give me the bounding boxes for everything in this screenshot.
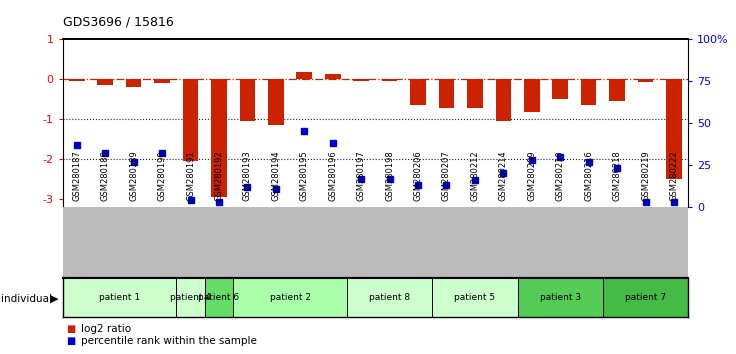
Bar	[297, 72, 312, 79]
Bar	[432, 278, 517, 317]
Text: GDS3696 / 15816: GDS3696 / 15816	[63, 16, 173, 29]
Text: individual: individual	[1, 294, 52, 304]
Bar	[467, 79, 483, 108]
Bar	[211, 79, 227, 197]
Text: patient 2: patient 2	[269, 293, 311, 302]
Bar	[666, 79, 682, 179]
Text: ■: ■	[66, 324, 76, 333]
Bar	[69, 79, 85, 81]
Bar	[126, 79, 141, 87]
Text: patient 8: patient 8	[369, 293, 410, 302]
Bar	[603, 278, 688, 317]
Bar	[177, 278, 205, 317]
Bar	[97, 79, 113, 85]
Text: log2 ratio: log2 ratio	[81, 324, 131, 333]
Text: patient 7: patient 7	[625, 293, 666, 302]
Text: patient 5: patient 5	[454, 293, 495, 302]
Bar	[325, 74, 341, 79]
Bar	[382, 79, 397, 81]
Text: percentile rank within the sample: percentile rank within the sample	[81, 336, 257, 346]
Bar	[183, 79, 198, 161]
Text: ▶: ▶	[50, 294, 59, 304]
Bar	[524, 79, 539, 112]
Bar	[609, 79, 625, 101]
Bar	[63, 278, 177, 317]
Bar	[517, 278, 603, 317]
Text: patient 3: patient 3	[539, 293, 581, 302]
Text: patient 4: patient 4	[170, 293, 211, 302]
Bar	[347, 278, 432, 317]
Bar	[553, 79, 568, 99]
Bar	[495, 79, 511, 121]
Bar	[240, 79, 255, 121]
Bar	[268, 79, 283, 125]
Text: ■: ■	[66, 336, 76, 346]
Bar	[581, 79, 596, 105]
Bar	[637, 79, 654, 82]
Bar	[205, 278, 233, 317]
Text: patient 6: patient 6	[199, 293, 239, 302]
Text: patient 1: patient 1	[99, 293, 140, 302]
Bar	[353, 79, 369, 81]
Bar	[410, 79, 426, 105]
Bar	[155, 79, 170, 83]
Bar	[233, 278, 347, 317]
Bar	[439, 79, 454, 108]
